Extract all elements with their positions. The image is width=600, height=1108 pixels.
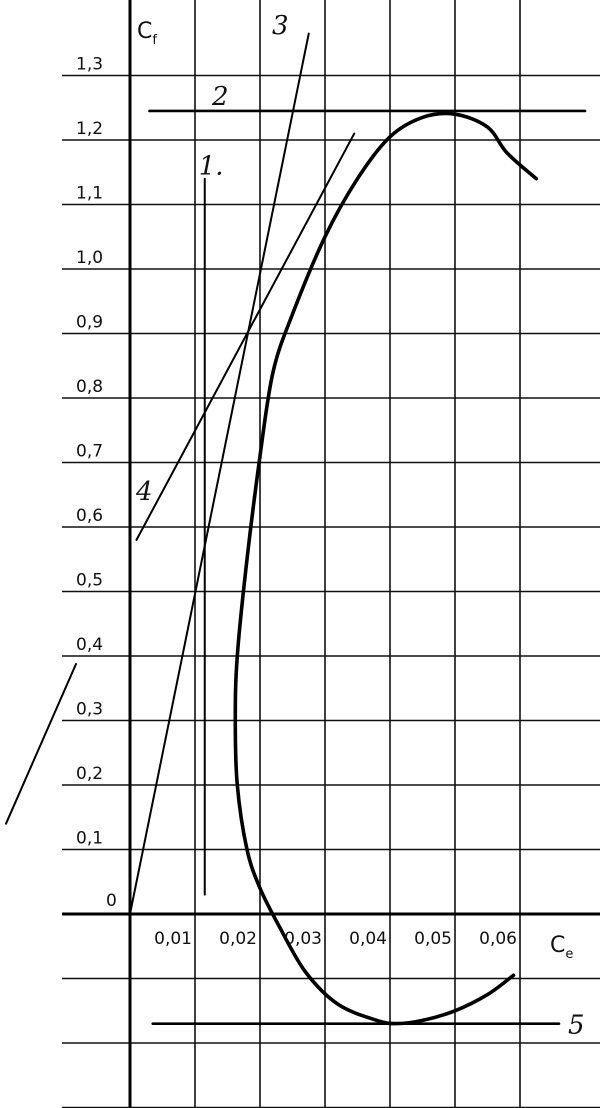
y-tick-label: 1,3 — [76, 55, 103, 75]
y-axis-label: Cf — [137, 19, 157, 48]
axes — [5, 0, 600, 1108]
x-axis-label: Ce — [550, 933, 573, 962]
y-tick-label: 1,0 — [76, 248, 103, 268]
line-label-3: 3 — [272, 11, 289, 41]
pointer-line — [5, 663, 77, 825]
line-label-4: 4 — [135, 477, 153, 507]
x-tick-label: 0,03 — [284, 929, 322, 949]
y-tick-label: 0,3 — [76, 700, 103, 720]
x-tick-label: 0,06 — [479, 929, 517, 949]
y-tick-label: 0,4 — [76, 635, 103, 655]
y-tick-label: 0,6 — [76, 506, 103, 526]
y-tick-label: 0,8 — [76, 377, 103, 397]
series — [233, 111, 539, 1026]
y-tick-label: 0,9 — [76, 313, 103, 333]
y-tick-label: 1,2 — [76, 119, 103, 139]
annotations: 1. 2 3 4 5 — [129, 11, 587, 1041]
x-tick-label: 0,05 — [414, 929, 452, 949]
y-tick-label: 0,1 — [76, 829, 103, 849]
y-tick-label: 0,5 — [76, 571, 103, 591]
y-tick-label: 0,2 — [76, 764, 103, 784]
line-label-1: 1. — [199, 152, 224, 182]
tick-labels: 0,1 0,2 0,3 0,4 0,5 0,6 0,7 0,8 0,9 1,0 1,1 1,2 1,3 0… — [76, 55, 517, 950]
line-label-5: 5 — [568, 1011, 585, 1041]
y-tick-label: 1,1 — [76, 184, 103, 204]
grid — [62, 0, 600, 1108]
reference-line-3 — [129, 32, 310, 915]
y-tick-label: 0,7 — [76, 442, 103, 462]
line-label-2: 2 — [211, 82, 229, 112]
x-tick-label: 0,04 — [349, 929, 387, 949]
reference-line-4 — [135, 132, 356, 541]
origin-label: 0 — [106, 891, 117, 911]
polar-curve — [233, 111, 539, 1026]
x-tick-label: 0,01 — [154, 929, 192, 949]
x-tick-label: 0,02 — [219, 929, 257, 949]
